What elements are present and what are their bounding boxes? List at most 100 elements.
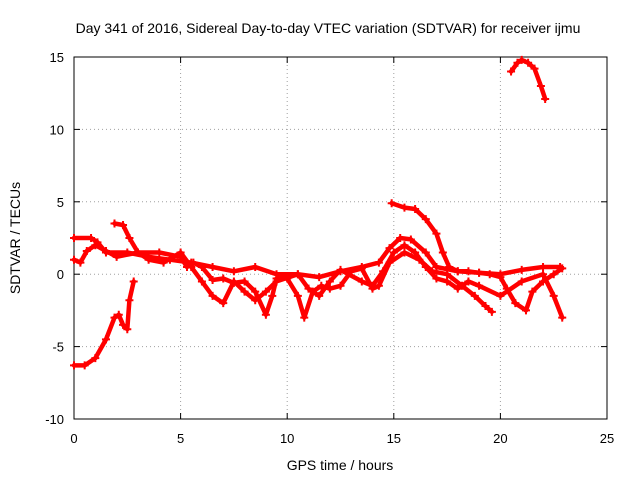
data-point [406, 235, 415, 244]
data-point [541, 94, 550, 103]
y-axis-label: SDTVAR / TECUs [7, 182, 23, 294]
data-point [387, 199, 396, 208]
data-point [396, 234, 405, 242]
data-point [229, 267, 238, 276]
data-point [443, 270, 452, 279]
data-point [159, 258, 168, 267]
data-point [114, 310, 123, 319]
data-point [475, 281, 484, 290]
data-point [421, 248, 430, 257]
x-tick-label: 5 [177, 431, 184, 446]
data-point [421, 215, 430, 224]
series-track-1 [70, 277, 138, 370]
data-point [379, 267, 388, 276]
data-point [101, 335, 110, 344]
data-point [517, 277, 526, 286]
x-axis-label: GPS time / hours [287, 457, 394, 473]
plot-frame [73, 56, 608, 420]
data-point [400, 203, 409, 212]
y-tick-label: -10 [45, 412, 64, 427]
data-point [70, 255, 78, 264]
data-point [528, 287, 537, 296]
data-point [507, 67, 516, 76]
data-point [219, 274, 228, 283]
data-point [268, 291, 277, 300]
series-layer [70, 55, 567, 370]
data-point [155, 248, 164, 257]
data-point [240, 277, 249, 286]
data-point [240, 287, 249, 296]
data-point [176, 248, 185, 257]
series-track-5 [387, 199, 567, 315]
data-point [464, 277, 473, 286]
data-point [315, 291, 324, 300]
y-tick-label: 5 [57, 195, 64, 210]
x-tick-label: 25 [600, 431, 614, 446]
data-point [481, 302, 490, 311]
data-point [400, 241, 409, 250]
data-point [110, 313, 119, 322]
data-point [133, 248, 142, 257]
series-line [112, 221, 565, 320]
data-point [300, 313, 309, 322]
y-tick-label: 10 [50, 122, 64, 137]
data-point [261, 287, 270, 296]
data-point [558, 264, 567, 273]
data-point [385, 244, 394, 253]
data-point [208, 262, 217, 271]
data-point [487, 307, 496, 316]
data-point [357, 277, 366, 286]
data-point [549, 291, 558, 300]
data-point [219, 299, 228, 308]
data-point [129, 277, 138, 286]
data-point [530, 64, 539, 73]
data-point [432, 229, 441, 238]
data-point [496, 273, 505, 282]
data-point [251, 262, 260, 271]
ticks: 0 5 10 15 20 25 -10 -5 0 5 10 15 [45, 50, 614, 446]
data-point [539, 262, 548, 271]
data-point [517, 265, 526, 274]
data-point [336, 265, 345, 274]
data-point [475, 268, 484, 277]
data-point [125, 296, 134, 305]
data-point [101, 247, 110, 256]
data-point [517, 55, 526, 64]
data-point [411, 248, 420, 257]
data-point [251, 287, 260, 296]
data-point [432, 262, 441, 271]
data-point [293, 291, 302, 300]
data-point [496, 291, 505, 300]
data-point [197, 262, 206, 271]
x-tick-label: 20 [493, 431, 507, 446]
data-point [524, 58, 533, 67]
data-point [389, 248, 398, 257]
data-point [438, 248, 447, 257]
data-point [112, 252, 121, 261]
data-point [502, 284, 511, 293]
data-point [272, 277, 281, 286]
grid [74, 57, 607, 419]
data-point [119, 220, 128, 229]
data-point [251, 296, 260, 305]
data-point [325, 277, 334, 286]
data-point [511, 299, 520, 308]
y-tick-label: -5 [52, 340, 64, 355]
data-point [558, 313, 567, 322]
x-tick-label: 15 [387, 431, 401, 446]
data-point [374, 258, 383, 267]
data-point [549, 270, 558, 279]
chart-title: Day 341 of 2016, Sidereal Day-to-day VTE… [76, 20, 581, 36]
data-point [453, 284, 462, 293]
data-point [470, 291, 479, 300]
series-line [71, 279, 136, 368]
data-point [513, 58, 522, 67]
data-point [261, 310, 270, 319]
data-point [453, 267, 462, 276]
data-point [536, 81, 545, 90]
data-point [91, 241, 100, 250]
y-tick-label: 15 [50, 50, 64, 65]
data-point [208, 275, 217, 284]
data-point [368, 281, 377, 290]
